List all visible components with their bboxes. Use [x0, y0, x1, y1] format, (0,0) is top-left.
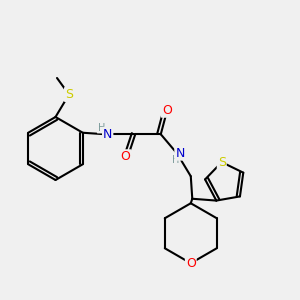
- Text: H: H: [172, 155, 179, 165]
- Text: O: O: [162, 104, 172, 117]
- Text: S: S: [218, 156, 226, 169]
- Text: N: N: [175, 147, 185, 160]
- Text: O: O: [186, 257, 196, 270]
- Text: S: S: [65, 88, 73, 101]
- Text: N: N: [103, 128, 112, 141]
- Text: H: H: [98, 123, 105, 133]
- Text: O: O: [120, 150, 130, 163]
